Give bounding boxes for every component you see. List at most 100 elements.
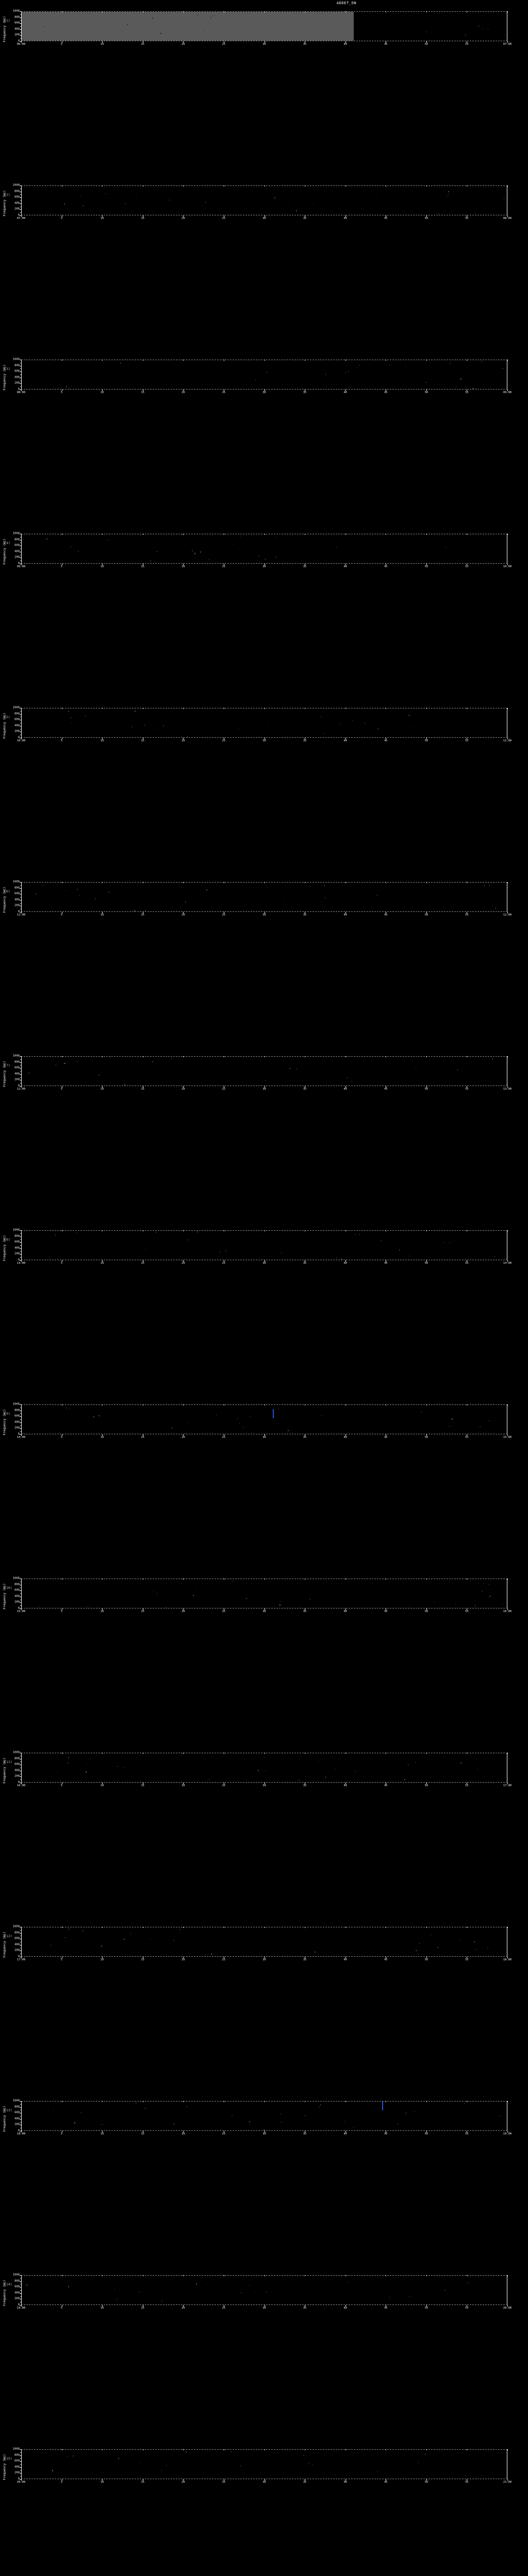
x-tick-mark	[426, 738, 427, 739]
y-tick-label: 200	[14, 2123, 20, 2126]
x-axis-minute-label: 15	[141, 2132, 144, 2136]
y-tick-mark	[20, 35, 21, 36]
plot-area[interactable]	[21, 534, 507, 564]
noise-speck	[78, 550, 79, 552]
x-axis-minute-label: 10	[101, 1436, 104, 1439]
x-top-tick-mark	[426, 360, 427, 361]
plot-area[interactable]	[21, 1230, 507, 1260]
plot-area[interactable]	[21, 1056, 507, 1086]
plot-area[interactable]	[21, 1404, 507, 1434]
noise-speck	[489, 1584, 490, 1586]
noise-speck	[481, 2475, 482, 2476]
x-axis-minute-label: 20	[182, 565, 185, 568]
noise-speck	[414, 2111, 416, 2112]
y-minor-tick-mark	[20, 903, 21, 904]
x-tick-mark	[102, 564, 103, 565]
x-tick-mark	[345, 41, 346, 43]
noise-speck	[408, 715, 410, 717]
plot-area[interactable]	[21, 360, 507, 389]
x-axis-minute-label: 15	[141, 1088, 144, 1091]
x-tick-mark	[426, 1608, 427, 1610]
panel-number-label: (10)	[4, 1586, 12, 1590]
x-axis-minute-label: 15	[141, 2481, 144, 2484]
x-axis-minute-label: 45	[384, 43, 388, 46]
x-axis-minute-label: 35	[303, 1958, 307, 1961]
x-axis-minute-label: 50	[424, 1610, 428, 1613]
x-axis-hour-label-end: 17:00	[503, 1784, 512, 1787]
noise-speck	[289, 202, 290, 204]
plot-area[interactable]	[21, 882, 507, 912]
noise-speck	[325, 374, 326, 376]
y-tick-label: 0	[18, 562, 20, 565]
x-axis-minute-label: 25	[222, 2481, 226, 2484]
x-tick-mark	[183, 1434, 184, 1436]
noise-speck	[171, 1058, 172, 1059]
noise-speck	[311, 1071, 313, 1073]
noise-speck	[409, 2295, 410, 2297]
x-tick-mark	[183, 1086, 184, 1088]
x-top-tick-mark	[183, 2275, 184, 2276]
figure-title: ADDET_ON	[336, 1, 357, 5]
noise-speck	[354, 1234, 356, 1235]
noise-speck	[240, 535, 241, 537]
x-tick-mark	[345, 1783, 346, 1784]
x-axis-minute-label: 20	[182, 1088, 185, 1091]
plot-area[interactable]	[21, 11, 507, 41]
y-tick-label: 800	[14, 537, 20, 541]
x-tick-mark	[21, 1957, 22, 1958]
y-tick-label: 1000	[12, 183, 20, 187]
x-top-tick-mark	[345, 534, 346, 535]
plot-area[interactable]	[21, 2101, 507, 2131]
x-top-tick-mark	[183, 2101, 184, 2102]
x-axis-minute-label: 25	[222, 1958, 226, 1961]
x-axis-hour-label-end: 14:00	[503, 1262, 512, 1265]
y-tick-label: 0	[18, 39, 20, 43]
plot-area[interactable]	[21, 1579, 507, 1608]
y-tick-label: 1000	[12, 9, 20, 13]
x-axis-minute-label: 5	[61, 565, 63, 568]
plot-area[interactable]	[21, 1753, 507, 1783]
x-tick-mark	[345, 389, 346, 391]
x-axis-minute-label: 45	[384, 1088, 388, 1091]
x-top-tick-mark	[21, 708, 22, 709]
x-axis-minute-label: 55	[465, 1784, 469, 1787]
y-tick-label: 600	[14, 2111, 20, 2114]
x-axis-minute-label: 25	[222, 913, 226, 917]
noise-speck	[478, 25, 480, 27]
x-axis-minute-label: 15	[141, 391, 144, 394]
y-tick-label: 800	[14, 363, 20, 367]
y-tick-label: 400	[14, 1943, 20, 1946]
plot-area[interactable]	[21, 2275, 507, 2305]
noise-speck	[384, 895, 385, 896]
x-top-tick-mark	[102, 2275, 103, 2276]
plot-area[interactable]	[21, 185, 507, 215]
plot-area[interactable]	[21, 1927, 507, 1957]
x-tick-mark	[21, 389, 22, 391]
x-tick-mark	[21, 1608, 22, 1610]
x-axis-hour-label-end: 11:00	[503, 739, 512, 742]
x-axis-minute-label: 10	[101, 1088, 104, 1091]
noise-speck	[274, 197, 275, 198]
y-tick-label: 600	[14, 195, 20, 199]
noise-speck	[325, 1776, 326, 1778]
y-minor-tick-mark	[20, 2470, 21, 2471]
x-tick-mark	[426, 389, 427, 391]
x-axis-minute-label: 35	[303, 1262, 307, 1265]
x-tick-mark	[426, 41, 427, 43]
x-axis-minute-label: 30	[262, 391, 266, 394]
noise-speck	[216, 1414, 217, 1416]
x-axis-minute-label: 35	[303, 2132, 307, 2136]
noise-speck	[266, 1407, 267, 1408]
detection-mark[interactable]	[382, 2102, 383, 2111]
x-tick-mark	[102, 41, 103, 43]
y-tick-label: 600	[14, 21, 20, 25]
y-tick-label: 600	[14, 369, 20, 373]
y-tick-mark	[20, 1254, 21, 1255]
y-minor-tick-mark	[20, 32, 21, 33]
plot-area[interactable]	[21, 2449, 507, 2479]
plot-area[interactable]	[21, 708, 507, 738]
x-axis-minute-label: 50	[424, 1088, 428, 1091]
x-tick-mark	[507, 215, 508, 217]
x-axis-minute-label: 10	[101, 2481, 104, 2484]
x-tick-mark	[102, 215, 103, 217]
